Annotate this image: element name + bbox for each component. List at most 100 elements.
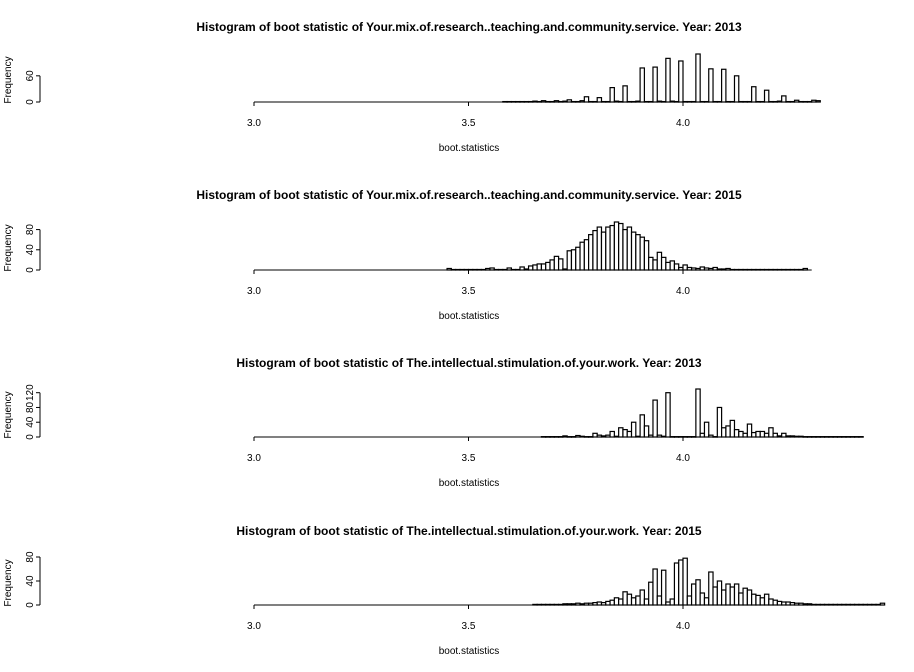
histogram-bar	[472, 268, 478, 271]
histogram-bar	[858, 436, 864, 438]
histogram-bar	[828, 603, 834, 606]
chart-title: Histogram of boot statistic of Your.mix.…	[196, 188, 742, 202]
y-tick-label: 0	[25, 99, 36, 105]
histogram-bar	[729, 268, 736, 271]
histogram-bar	[519, 100, 525, 103]
histogram-bar	[690, 100, 697, 103]
x-tick-label: 4.0	[676, 453, 690, 464]
histogram-bar	[515, 268, 521, 271]
histogram-bar	[755, 594, 761, 606]
histogram-bar	[806, 100, 813, 103]
histogram-bar	[768, 268, 774, 271]
histogram-panel: Histogram of boot statistic of Your.mix.…	[3, 20, 821, 154]
histogram-bar	[729, 586, 736, 606]
histogram-bar	[781, 95, 787, 103]
histogram-bar	[738, 430, 744, 438]
histogram-bar	[785, 100, 791, 103]
histogram-bar	[600, 601, 607, 606]
histogram-bar	[793, 268, 800, 271]
histogram-bar	[502, 100, 508, 103]
histogram-bar	[630, 100, 637, 103]
histogram-bar	[669, 598, 676, 606]
histogram-bar	[699, 100, 706, 103]
histogram-bar	[605, 434, 611, 438]
histogram-bar	[673, 100, 680, 103]
histogram-bar	[708, 571, 714, 606]
histogram-bar	[699, 432, 706, 438]
histogram-bar	[721, 68, 727, 103]
histogram-bar	[708, 267, 714, 271]
histogram-bar	[815, 436, 821, 438]
histogram-bar	[506, 100, 512, 103]
histogram-bar	[768, 100, 774, 103]
histogram-bar	[716, 406, 723, 438]
histogram-bar	[545, 100, 551, 103]
histogram-bar	[635, 435, 641, 438]
histogram-bar	[759, 100, 766, 103]
histogram-bar	[570, 249, 577, 271]
histogram-bar	[763, 268, 770, 271]
histogram-bar	[626, 593, 633, 606]
histogram-bar	[605, 600, 611, 606]
histogram-bar	[592, 601, 598, 606]
y-tick-label: 0	[25, 602, 36, 608]
histogram-bar	[708, 68, 714, 103]
histogram-bar	[729, 100, 736, 103]
y-tick-label: 40	[25, 575, 36, 587]
histogram-bar	[613, 221, 620, 271]
histogram-bar	[733, 429, 740, 438]
histogram-bar	[588, 234, 594, 271]
histogram-bar	[866, 603, 873, 606]
histogram-bar	[721, 268, 727, 271]
histogram-bar	[712, 100, 718, 103]
histogram-bar	[618, 598, 624, 606]
chart-title: Histogram of boot statistic of The.intel…	[236, 356, 702, 370]
histogram-bar	[686, 436, 693, 438]
histogram-bar	[751, 268, 757, 271]
histogram-bar	[536, 603, 543, 606]
histogram-bar	[648, 100, 654, 103]
histogram-bar	[652, 568, 658, 606]
histogram-bar	[579, 603, 585, 606]
histogram-bar	[609, 430, 615, 438]
histogram-bar	[802, 603, 809, 606]
histogram-bar	[648, 256, 654, 271]
histogram-bar	[678, 266, 684, 271]
histogram-bar	[600, 100, 607, 103]
x-axis-label: boot.statistics	[439, 143, 500, 154]
histogram-bar	[755, 268, 761, 271]
histogram-bar	[669, 436, 676, 438]
histogram-bar	[536, 263, 543, 271]
histogram-bar	[570, 436, 577, 438]
histogram-bar	[759, 268, 766, 271]
x-tick-label: 3.0	[247, 118, 261, 129]
histogram-bar	[540, 603, 547, 606]
histogram-bar	[690, 583, 697, 606]
histogram-bar	[725, 425, 731, 438]
histogram-bar	[523, 100, 530, 103]
histogram-bar	[695, 267, 701, 271]
histogram-bar	[600, 231, 607, 271]
histogram-bar	[823, 436, 830, 438]
histogram-bar	[819, 603, 826, 606]
histogram-bar	[703, 267, 710, 271]
histogram-bar	[776, 100, 783, 103]
histogram-bar	[557, 258, 564, 271]
histogram-bar	[626, 226, 633, 271]
histogram-bar	[678, 559, 684, 606]
histogram-bar	[660, 435, 667, 438]
histogram-bar	[802, 267, 809, 271]
histogram-bar	[536, 100, 543, 103]
histogram-bar	[510, 100, 517, 103]
histogram-bar	[832, 603, 839, 606]
histogram-bar	[853, 436, 860, 438]
histogram-bar	[570, 603, 577, 606]
histogram-bar	[665, 392, 671, 438]
histogram-bar	[626, 100, 633, 103]
histogram-bar	[575, 246, 581, 271]
histogram-panel: Histogram of boot statistic of The.intel…	[3, 356, 864, 489]
x-tick-label: 3.5	[462, 453, 476, 464]
histogram-bar	[588, 602, 594, 606]
histogram-bar	[566, 99, 573, 103]
chart-title: Histogram of boot statistic of The.intel…	[236, 524, 702, 538]
